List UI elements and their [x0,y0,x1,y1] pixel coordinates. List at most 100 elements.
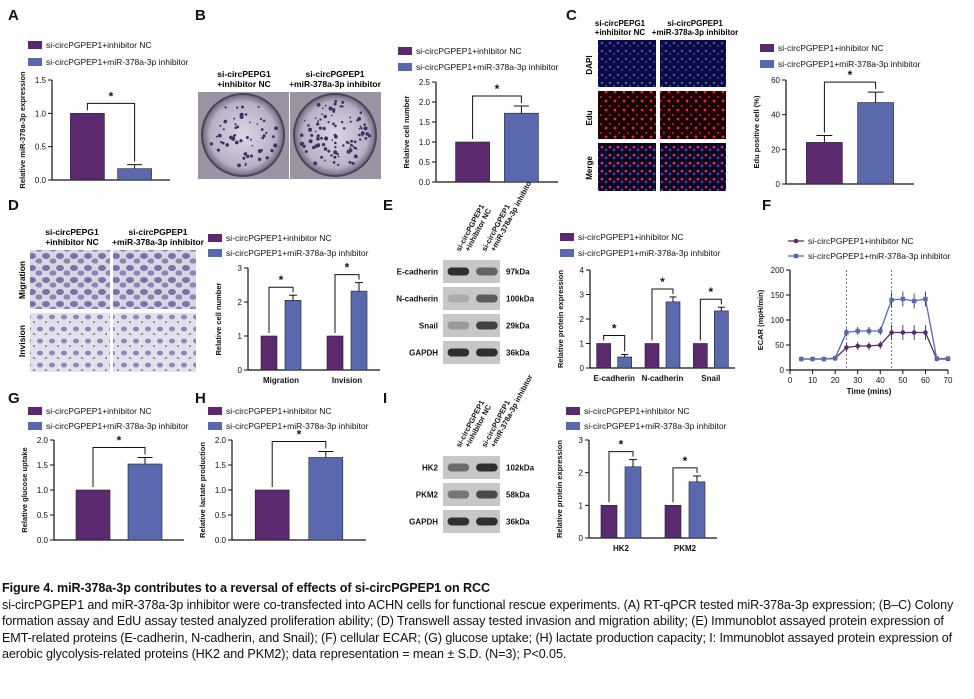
legend-swatch-inh [760,60,774,68]
band-size: 97kDa [506,268,530,277]
band-size: 29kDa [506,322,530,331]
legend-label-inh: si-circPGPEP1+miR-378a-3p inhibitor [226,248,369,258]
bar-inh [665,301,681,369]
colony [353,154,358,159]
legend-label-nc: si-circPGPEP1+inhibitor NC [416,46,522,56]
significance-bracket [334,274,360,333]
colony [272,135,275,139]
colony [349,116,352,119]
band-size: 58kDa [506,491,530,500]
legend-swatch-nc [560,233,574,241]
panel-letter-F: F [762,197,771,214]
data-point [855,343,861,349]
legend-D: si-circPGPEP1+inhibitor NC si-circPGPEP1… [208,233,369,258]
colony [237,163,242,168]
colony [236,125,240,129]
band [476,490,498,499]
data-point [844,345,849,350]
y-axis-label: Relative lactate production [198,442,207,538]
colony [239,112,244,117]
data-point [900,296,906,302]
colony [265,131,268,134]
chart-C: 0 20 40 60 Edu positive cell (%) * [752,68,914,189]
colony [318,126,322,130]
y-tick-label: 1.0 [37,486,49,495]
legend-swatch-nc [566,407,580,415]
colony [244,164,247,167]
colony [332,122,335,126]
data-point [799,356,804,362]
legend-swatch-inh [398,63,412,71]
colony [334,100,338,103]
colony [368,134,372,138]
colony [349,120,352,123]
colony [333,150,338,155]
blot-strip [443,510,500,533]
band-label: E-cadherin [397,268,438,277]
colony [246,154,250,159]
chart-I: 0 1 2 3 Relative protein expression * HK2 * PKM2 [555,436,717,553]
colony [321,142,326,147]
colony [320,136,323,140]
significance-star: * [495,82,500,96]
band-label: Snail [419,322,438,331]
panel-letter-I: I [383,390,387,407]
colony [262,134,266,138]
blot-strip [443,456,500,479]
figure-panels: A B C D E F G H I si-circPGPEP1+inhibito… [8,7,953,553]
y-tick-label: 0 [579,534,584,543]
band-size: 100kDa [506,295,535,304]
significance-bracket [268,286,294,333]
colony [342,127,346,130]
bar-nc [664,505,682,539]
caption-body: si-circPGPEP1 and miR-378a-3p inhibitor … [2,597,954,662]
y-tick-label: 2.0 [37,436,49,445]
significance-bracket [823,81,877,133]
colony [349,147,352,149]
colony [339,105,342,108]
colony [274,126,278,131]
panel-letter-G: G [8,390,20,407]
colony [302,144,306,148]
invasion-image-nc [30,313,110,372]
significance-bracket [86,102,136,162]
legend-label-inh: si-circPGPEP1+miR-378a-3p inhibitor [416,62,559,72]
bar-inh [350,290,368,371]
row-label-migration: Migration [17,261,27,299]
y-tick-label: 0 [238,366,243,375]
panel-letter-H: H [195,390,206,407]
colony [242,156,246,160]
band [476,321,498,330]
y-tick-label: 40 [771,111,780,120]
colony [357,116,362,121]
colony [351,145,354,148]
band [476,267,498,276]
colony [331,139,334,142]
data-point [889,330,894,335]
band-size: 102kDa [506,464,535,473]
colony [314,130,317,133]
x-tick-label: Snail [701,374,720,383]
colony [224,106,227,109]
colony [347,142,350,145]
band [447,294,470,303]
colony [232,134,236,137]
bar-nc [693,343,708,369]
band [447,321,470,330]
bar-nc [326,335,344,371]
colony [245,136,249,139]
colony [316,122,320,126]
legend-swatch-nc [398,47,412,55]
data-point [911,298,917,304]
panel-letter-D: D [8,197,19,214]
data-point [900,330,906,335]
colony [313,161,318,166]
image-label-nc-2: +inhibitor NC [595,28,646,37]
colony [353,140,357,144]
colony [362,132,365,135]
colony [332,108,336,112]
significance-bracket [608,451,634,503]
y-tick-label: 0.0 [37,536,49,545]
colony [256,123,259,125]
x-tick-label: 10 [808,376,817,385]
